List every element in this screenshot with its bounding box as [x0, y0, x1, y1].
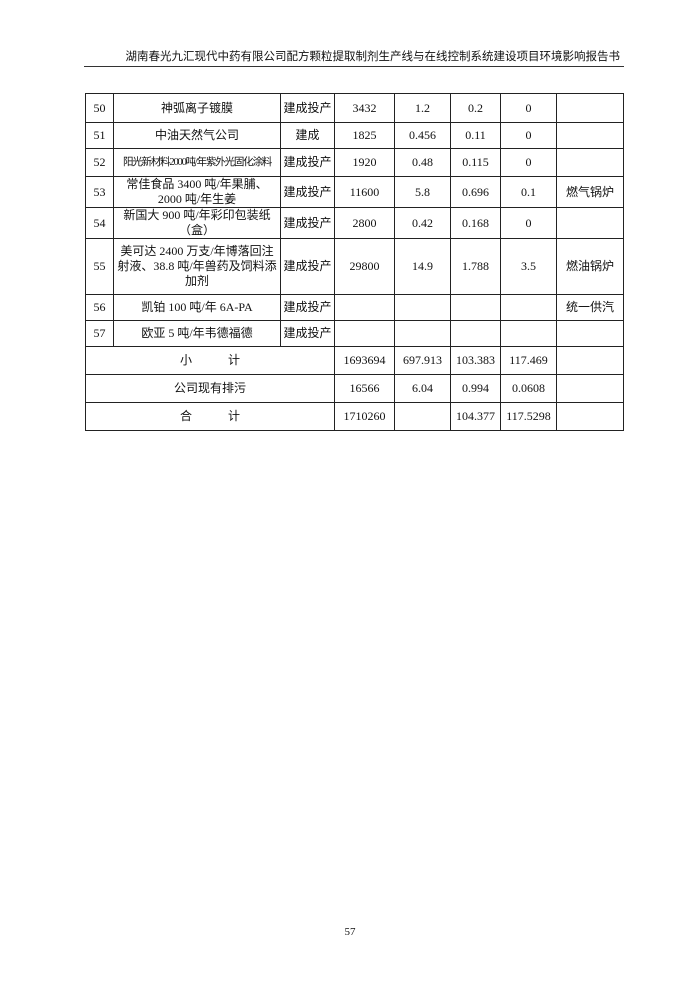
table-row: 56 凯铂 100 吨/年 6A-PA 建成投产 统一供汽	[85, 294, 624, 321]
table-cell: 美可达 2400 万支/年博落回注射液、38.8 吨/年兽药及饲料添加剂	[113, 238, 281, 295]
table-cell: 建成投产	[280, 320, 335, 347]
table-cell: 697.913	[394, 346, 451, 375]
table-cell: 3.5	[500, 238, 557, 295]
table-cell: 0	[500, 207, 557, 239]
table-cell	[394, 402, 451, 431]
table-row: 55 美可达 2400 万支/年博落回注射液、38.8 吨/年兽药及饲料添加剂 建成…	[85, 238, 624, 295]
table-cell: 54	[85, 207, 114, 239]
table-cell: 神弧离子镀膜	[113, 93, 281, 123]
table-cell: 56	[85, 294, 114, 321]
table-cell: 51	[85, 122, 114, 149]
table-cell	[334, 320, 395, 347]
table-cell: 小 计	[85, 346, 335, 375]
table-cell	[556, 207, 624, 239]
table-cell: 常佳食品 3400 吨/年果脯、2000 吨/年生姜	[113, 176, 281, 208]
table-cell	[556, 374, 624, 403]
table-row: 52 阳光新材料2000吨/年紫外光固化涂料 建成投产 1920 0.48 0.115 0	[85, 148, 624, 177]
table-cell: 建成投产	[280, 294, 335, 321]
table-cell: 燃油锅炉	[556, 238, 624, 295]
table-cell: 6.04	[394, 374, 451, 403]
table-cell	[556, 346, 624, 375]
table-cell: 建成	[280, 122, 335, 149]
table-cell: 0	[500, 122, 557, 149]
table-cell	[556, 148, 624, 177]
table-cell: 建成投产	[280, 93, 335, 123]
table-cell: 103.383	[450, 346, 501, 375]
table-cell: 燃气锅炉	[556, 176, 624, 208]
table-cell: 52	[85, 148, 114, 177]
table-cell: 0.994	[450, 374, 501, 403]
summary-row: 合 计 1710260 104.377 117.5298	[85, 402, 624, 431]
table-row: 50 神弧离子镀膜 建成投产 3432 1.2 0.2 0	[85, 93, 624, 123]
table-cell	[556, 93, 624, 123]
table-cell: 11600	[334, 176, 395, 208]
table-cell: 1920	[334, 148, 395, 177]
table-cell: 53	[85, 176, 114, 208]
table-cell: 1693694	[334, 346, 395, 375]
summary-row: 公司现有排污 16566 6.04 0.994 0.0608	[85, 374, 624, 403]
table-cell: 统一供汽	[556, 294, 624, 321]
table-cell	[334, 294, 395, 321]
table-row: 53 常佳食品 3400 吨/年果脯、2000 吨/年生姜 建成投产 11600 5.8…	[85, 176, 624, 208]
table-cell: 0.2	[450, 93, 501, 123]
table-cell: 建成投产	[280, 148, 335, 177]
table-cell: 0.48	[394, 148, 451, 177]
table-cell	[500, 294, 557, 321]
table-cell: 1.2	[394, 93, 451, 123]
table-cell: 16566	[334, 374, 395, 403]
table-cell	[556, 122, 624, 149]
table-cell: 阳光新材料2000吨/年紫外光固化涂料	[113, 148, 281, 177]
table-cell: 57	[85, 320, 114, 347]
table-cell: 0	[500, 93, 557, 123]
table-cell: 5.8	[394, 176, 451, 208]
table-cell: 0.1	[500, 176, 557, 208]
page-number: 57	[344, 926, 356, 938]
table-cell: 55	[85, 238, 114, 295]
table-cell: 新国大 900 吨/年彩印包装纸（盒）	[113, 207, 281, 239]
header-title: 湖南春光九汇现代中药有限公司配方颗粒提取制剂生产线与在线控制系统建设项目环境影响…	[125, 51, 621, 63]
table-cell	[556, 402, 624, 431]
table-cell: 合 计	[85, 402, 335, 431]
table-cell: 公司现有排污	[85, 374, 335, 403]
table-cell	[450, 320, 501, 347]
summary-row: 小 计 1693694 697.913 103.383 117.469	[85, 346, 624, 375]
table-cell: 建成投产	[280, 238, 335, 295]
table-cell: 104.377	[450, 402, 501, 431]
table-cell: 0.168	[450, 207, 501, 239]
table-cell: 117.469	[500, 346, 557, 375]
table-cell: 14.9	[394, 238, 451, 295]
table-cell: 建成投产	[280, 176, 335, 208]
table-row: 51 中油天然气公司 建成 1825 0.456 0.11 0	[85, 122, 624, 149]
table-cell: 0.696	[450, 176, 501, 208]
table-cell: 117.5298	[500, 402, 557, 431]
table-cell	[394, 320, 451, 347]
table-cell	[500, 320, 557, 347]
table-cell: 0.11	[450, 122, 501, 149]
emission-table: 50 神弧离子镀膜 建成投产 3432 1.2 0.2 0 51 中油天然气公司 建成 1825 0.…	[85, 93, 624, 431]
table-cell: 50	[85, 93, 114, 123]
table-cell: 0.42	[394, 207, 451, 239]
table-cell	[450, 294, 501, 321]
table-cell: 0.456	[394, 122, 451, 149]
table-cell	[556, 320, 624, 347]
table-cell: 凯铂 100 吨/年 6A-PA	[113, 294, 281, 321]
table-cell: 29800	[334, 238, 395, 295]
table-cell: 0.0608	[500, 374, 557, 403]
table-row: 57 欧亚 5 吨/年韦德福德 建成投产	[85, 320, 624, 347]
table-cell: 1.788	[450, 238, 501, 295]
table-cell: 0.115	[450, 148, 501, 177]
header-rule	[84, 66, 624, 67]
table-cell	[394, 294, 451, 321]
table-cell: 2800	[334, 207, 395, 239]
table-cell: 1710260	[334, 402, 395, 431]
table-cell: 0	[500, 148, 557, 177]
table-cell: 建成投产	[280, 207, 335, 239]
table-row: 54 新国大 900 吨/年彩印包装纸（盒） 建成投产 2800 0.42 0.168 0	[85, 207, 624, 239]
table-cell: 欧亚 5 吨/年韦德福德	[113, 320, 281, 347]
table-cell: 3432	[334, 93, 395, 123]
table-cell: 中油天然气公司	[113, 122, 281, 149]
table-cell: 1825	[334, 122, 395, 149]
